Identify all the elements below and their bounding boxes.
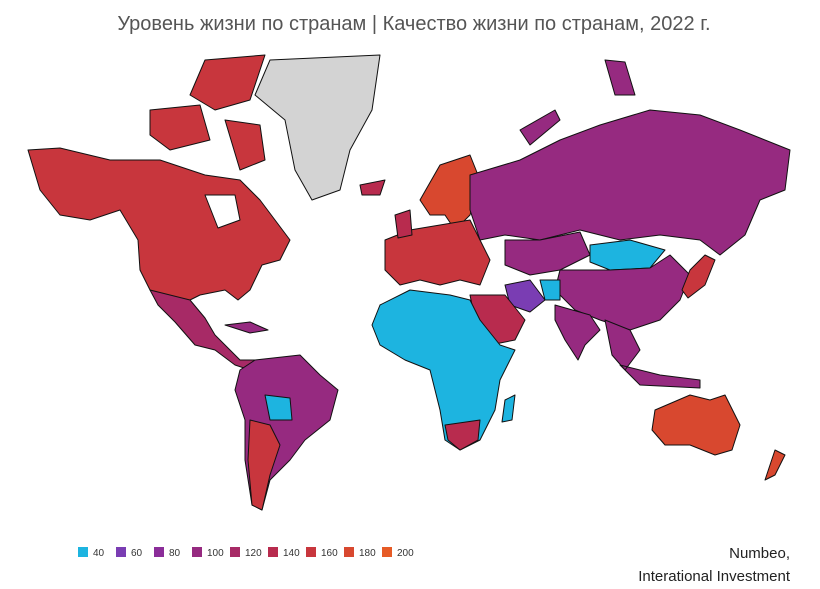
- africa: [371, 289, 516, 451]
- legend-label: 80: [169, 548, 181, 559]
- novaya-zemlya: [519, 59, 636, 146]
- afghanistan: [539, 279, 561, 301]
- legend-swatch: [78, 547, 88, 557]
- legend-label: 200: [397, 548, 414, 559]
- madagascar: [501, 394, 516, 423]
- legend-swatch: [116, 547, 126, 557]
- russia: [469, 109, 791, 256]
- australia: [651, 394, 741, 456]
- legend-swatch: [306, 547, 316, 557]
- legend-label: 160: [321, 548, 338, 559]
- chile-argentina: [247, 419, 281, 511]
- europe: [384, 219, 491, 286]
- south-africa: [444, 419, 481, 451]
- caribbean: [224, 321, 269, 334]
- legend-swatch: [192, 547, 202, 557]
- legend-swatch: [268, 547, 278, 557]
- iceland-uk: [359, 179, 413, 239]
- legend-swatch: [382, 547, 392, 557]
- legend: 40 60 80 100 120 140 160 180 200: [78, 547, 414, 559]
- legend-swatch: [344, 547, 354, 557]
- arctic-islands: [149, 54, 266, 171]
- legend-swatch: [230, 547, 240, 557]
- hudson-bay: [204, 194, 241, 229]
- legend-label: 100: [207, 548, 224, 559]
- china: [554, 254, 691, 331]
- scandinavia: [419, 154, 481, 231]
- legend-swatch: [154, 547, 164, 557]
- new-zealand: [764, 449, 786, 481]
- world-map: [27, 54, 791, 511]
- legend-label: 60: [131, 548, 143, 559]
- legend-label: 180: [359, 548, 376, 559]
- central-asia: [504, 231, 591, 276]
- japan-korea: [681, 254, 716, 299]
- title: Уровень жизни по странам | Качество жизн…: [117, 13, 710, 35]
- source: Interational Investment: [638, 568, 791, 585]
- source: Numbeo,: [729, 545, 790, 562]
- bolivia: [264, 394, 293, 421]
- legend-label: 120: [245, 548, 262, 559]
- legend-label: 40: [93, 548, 105, 559]
- legend-label: 140: [283, 548, 300, 559]
- greenland: [254, 54, 381, 201]
- north-america: [27, 147, 291, 301]
- india: [554, 304, 601, 361]
- southeast-asia: [604, 319, 701, 389]
